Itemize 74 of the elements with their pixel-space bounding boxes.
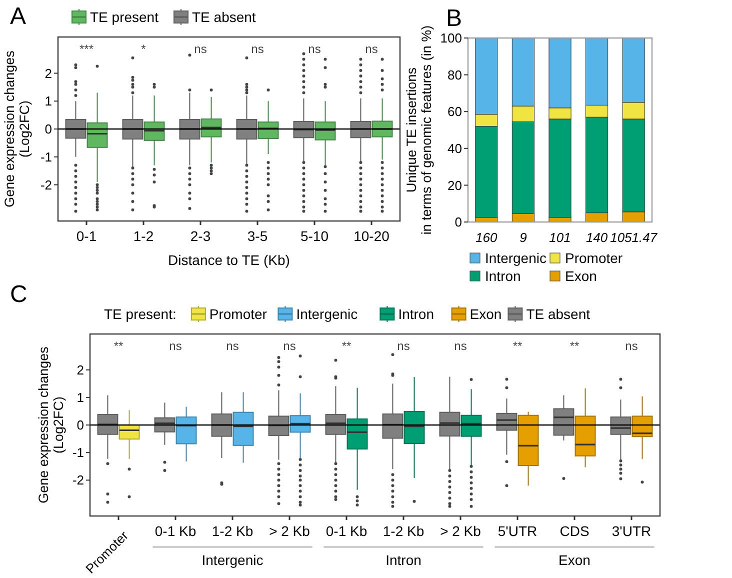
x-tick-label: 1051.47 xyxy=(610,230,658,245)
annotation: ns xyxy=(454,339,467,354)
x-tick-label: 9 xyxy=(520,230,527,245)
x-tick-label: 1-2 Kb xyxy=(212,523,254,539)
x-tick-label: 140 xyxy=(586,230,608,245)
x-tick-label: 3-5 xyxy=(247,228,268,244)
chart-title: C xyxy=(10,281,28,308)
x-tick-label: 10-20 xyxy=(354,228,390,244)
y-tick-label: 0 xyxy=(44,122,52,137)
annotation: ns xyxy=(226,339,239,354)
x-tick-label: > 2 Kb xyxy=(440,523,482,539)
y-tick-label: 100 xyxy=(440,30,462,46)
legend-label: Exon xyxy=(470,306,502,322)
y-tick-label: 60 xyxy=(448,104,462,120)
x-tick-label: 0-1 Kb xyxy=(154,523,196,539)
annotation: ns xyxy=(625,339,638,354)
y-tick-label: 1 xyxy=(44,94,52,109)
text: Intron xyxy=(386,552,422,568)
text: Exon xyxy=(558,552,590,568)
annotation: ns xyxy=(194,42,207,56)
legend-label: Intron xyxy=(485,268,521,284)
annotation: ns xyxy=(365,42,378,56)
x-tick-label: > 2 Kb xyxy=(269,523,310,539)
chart-title: B xyxy=(446,5,462,32)
y-tick-label: -1 xyxy=(40,149,52,164)
y-tick-label: 0 xyxy=(454,214,462,230)
annotation: ns xyxy=(397,339,410,354)
y-tick-label: 2 xyxy=(44,66,52,81)
legend-label: TE absent xyxy=(526,306,590,322)
x-tick-label: 160 xyxy=(476,230,498,245)
x-tick-label: 101 xyxy=(549,230,571,245)
y-tick-label: 2 xyxy=(76,362,84,378)
y-tick-label: 20 xyxy=(448,178,462,193)
y-axis-title: Unique TE insertions in terms of genomic features (in %) xyxy=(404,25,434,235)
legend-title: TE present: xyxy=(104,306,176,322)
x-tick-label: 1-2 Kb xyxy=(382,523,424,539)
y-axis-title: Gene expression changes (Log2FC) xyxy=(36,346,66,504)
y-tick-label: -2 xyxy=(72,472,84,488)
legend-label: Intron xyxy=(398,306,434,322)
y-tick-label: 1 xyxy=(76,390,84,405)
legend-label: Promoter xyxy=(565,250,623,266)
y-tick-label: 40 xyxy=(448,140,462,156)
y-tick-label: -1 xyxy=(72,445,84,460)
text: Intergenic xyxy=(202,552,264,568)
legend-label: TE present xyxy=(90,8,159,25)
legend-label: Promoter xyxy=(209,306,268,322)
y-tick-label: -2 xyxy=(40,177,52,192)
x-tick-label: 2-3 xyxy=(190,228,211,244)
legend-label: Intergenic xyxy=(296,306,358,322)
annotation: ns xyxy=(283,339,296,354)
chart-title: A xyxy=(10,3,26,30)
x-tick-label: 1-2 xyxy=(133,228,154,244)
annotation: ns xyxy=(308,42,321,56)
y-tick-label: 80 xyxy=(448,67,462,82)
annotation: *** xyxy=(79,42,94,56)
annotation: ** xyxy=(114,339,124,354)
annotation: ** xyxy=(342,339,352,354)
x-tick-label: 0-1 xyxy=(76,228,97,244)
x-tick-label: 0-1 Kb xyxy=(326,523,368,539)
x-tick-label: 5'UTR xyxy=(498,523,538,539)
y-tick-label: 0 xyxy=(76,418,84,433)
x-tick-label: 3'UTR xyxy=(612,523,652,539)
x-tick-label: 5-10 xyxy=(300,228,329,244)
legend-label: Intergenic xyxy=(485,250,546,266)
annotation: * xyxy=(141,42,146,56)
annotation: ns xyxy=(169,339,182,354)
annotation: ns xyxy=(251,42,264,56)
y-axis-title: Gene expression changes (Log2FC) xyxy=(2,50,32,208)
x-axis-title: Distance to TE (Kb) xyxy=(168,252,290,268)
legend-label: Exon xyxy=(565,268,597,284)
annotation: ** xyxy=(512,339,522,354)
legend-label: TE absent xyxy=(192,8,256,25)
x-tick-label: CDS xyxy=(560,523,590,539)
annotation: ** xyxy=(570,339,580,354)
